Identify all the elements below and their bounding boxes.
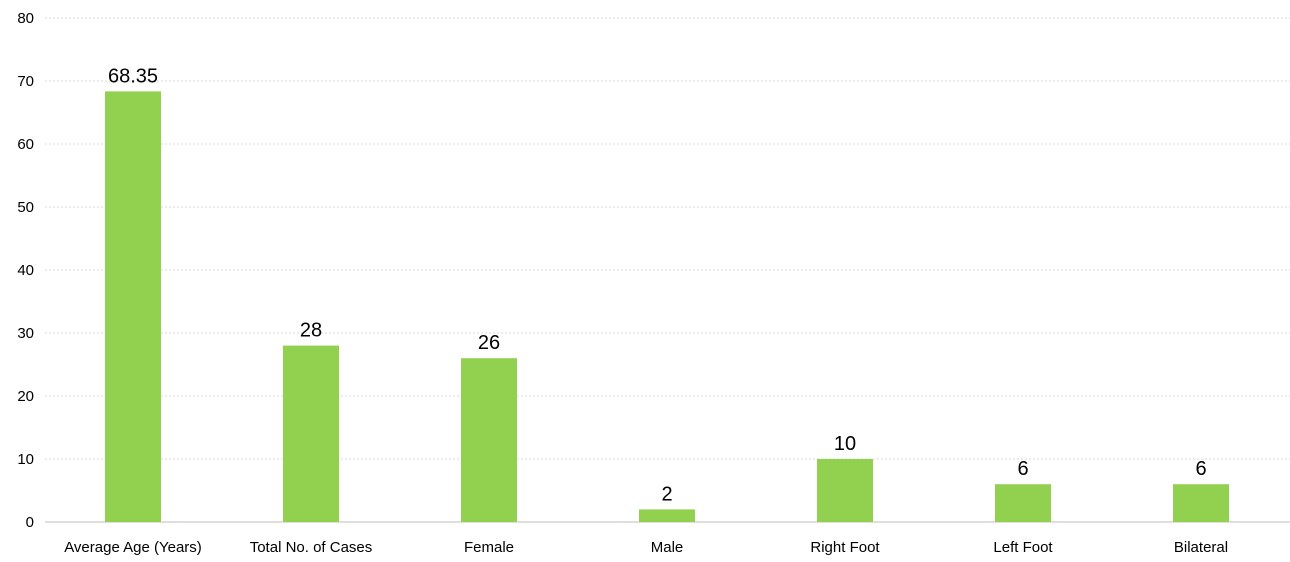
y-axis-ticks: 0 10 20 30 40 50 60 70 80 <box>17 10 34 531</box>
y-tick-label: 0 <box>26 514 34 531</box>
x-tick-label: Male <box>651 539 684 556</box>
bar <box>995 484 1051 522</box>
x-tick-label: Female <box>464 539 514 556</box>
data-label: 26 <box>478 332 500 354</box>
data-label: 6 <box>1017 458 1028 480</box>
bar <box>283 345 339 522</box>
y-tick-label: 80 <box>17 10 34 27</box>
x-tick-label: Total No. of Cases <box>250 539 373 556</box>
x-tick-label: Left Foot <box>993 539 1053 556</box>
x-axis-ticks: Average Age (Years) Total No. of Cases Fem… <box>64 539 1228 556</box>
data-label: 68.35 <box>108 65 158 87</box>
x-tick-label: Bilateral <box>1174 539 1228 556</box>
data-label: 6 <box>1195 458 1206 480</box>
data-label: 28 <box>300 320 322 342</box>
bar <box>1173 484 1229 522</box>
y-tick-label: 70 <box>17 73 34 90</box>
x-tick-label: Average Age (Years) <box>64 539 202 556</box>
data-labels: 68.35 28 26 2 10 6 6 <box>108 65 1207 505</box>
bar <box>817 459 873 522</box>
y-tick-label: 30 <box>17 325 34 342</box>
y-tick-label: 10 <box>17 451 34 468</box>
y-tick-label: 60 <box>17 136 34 153</box>
x-tick-label: Right Foot <box>810 539 880 556</box>
bar <box>639 509 695 522</box>
y-tick-label: 40 <box>17 262 34 279</box>
gridlines <box>45 17 1290 523</box>
y-tick-label: 50 <box>17 199 34 216</box>
bar <box>105 91 161 523</box>
data-label: 10 <box>834 433 856 455</box>
bars <box>105 91 1229 523</box>
y-tick-label: 20 <box>17 388 34 405</box>
bar <box>461 358 517 522</box>
data-label: 2 <box>661 483 672 505</box>
